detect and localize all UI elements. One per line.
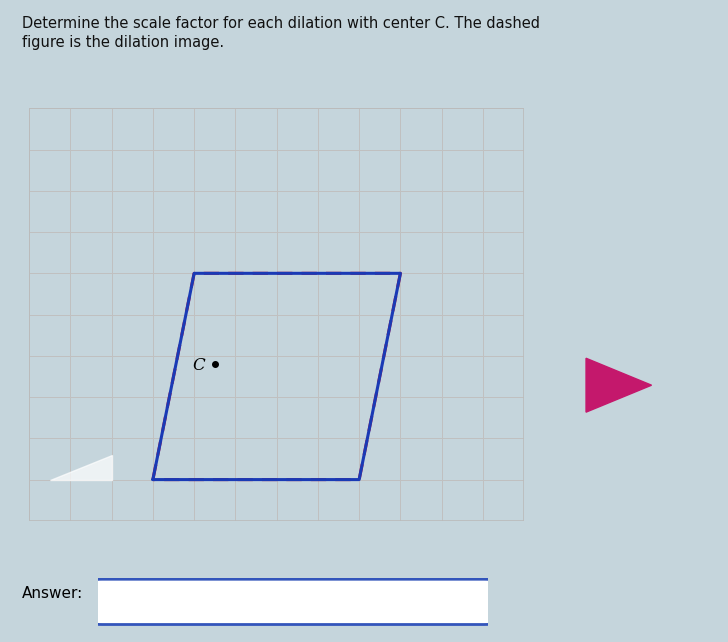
Text: Answer:: Answer: — [22, 586, 83, 602]
Text: C: C — [192, 357, 205, 374]
Polygon shape — [586, 358, 652, 412]
Text: Determine the scale factor for each dilation with center C. The dashed: Determine the scale factor for each dila… — [22, 16, 540, 31]
Polygon shape — [50, 455, 111, 480]
FancyBboxPatch shape — [95, 579, 491, 625]
Text: figure is the dilation image.: figure is the dilation image. — [22, 35, 224, 50]
